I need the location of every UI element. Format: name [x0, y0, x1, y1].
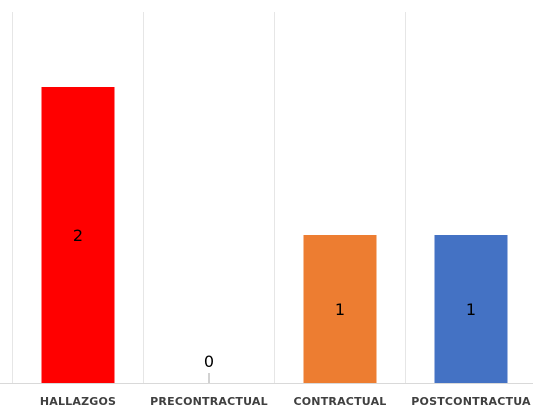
tick-label-hallazgos: HALLAZGOS: [40, 395, 116, 408]
data-label-precontractual: 0: [204, 352, 214, 371]
bar-hallazgos: [41, 87, 115, 383]
data-labels: 201 1: [73, 226, 476, 371]
data-label-hallazgos: 2: [73, 226, 83, 245]
data-label-postcontractua: 1: [466, 300, 476, 319]
bar-postcontractua: [434, 235, 508, 383]
tick-label-contractual: CONTRACTUAL: [293, 395, 386, 408]
bars: [41, 87, 508, 383]
data-label-contractual: 1: [335, 300, 345, 319]
gridlines: [12, 12, 406, 383]
tick-label-postcontractua: POSTCONTRACTUA: [411, 395, 531, 408]
x-axis-tick-labels: HALLAZGOS PRECONTRACTUAL CONTRACTUAL POSTCO…: [40, 395, 531, 408]
bar-contractual: [303, 235, 377, 383]
tick-label-precontractual: PRECONTRACTUAL: [150, 395, 268, 408]
